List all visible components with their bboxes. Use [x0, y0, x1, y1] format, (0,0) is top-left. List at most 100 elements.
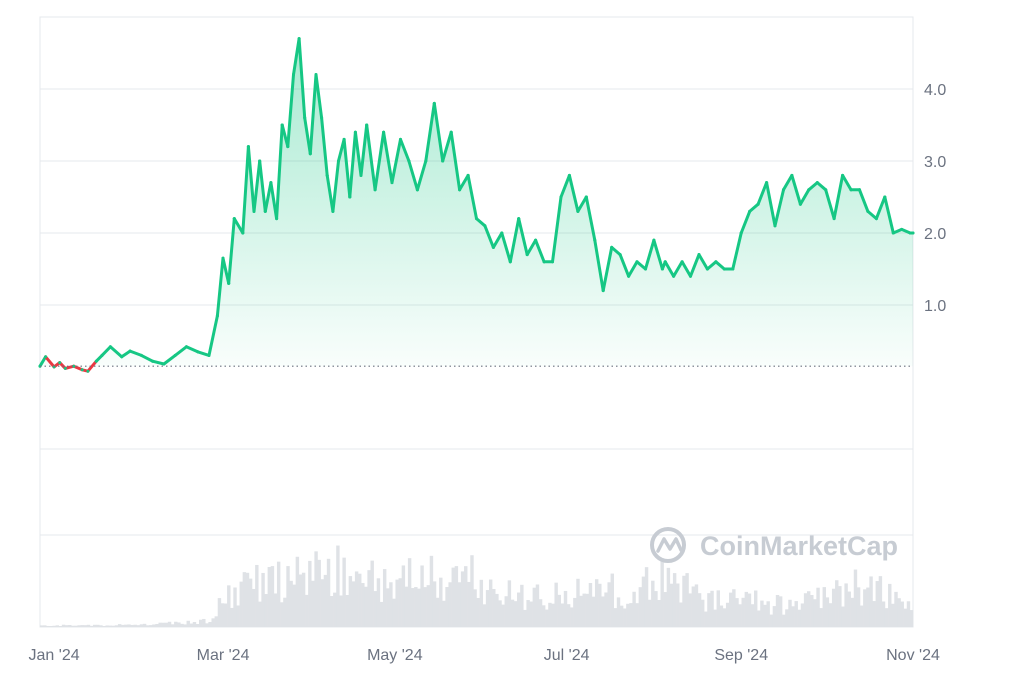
price-point [534, 238, 538, 242]
price-point [303, 116, 307, 120]
volume-bar [579, 595, 583, 627]
y-tick-label: 2.0 [924, 226, 946, 243]
price-area [40, 38, 913, 372]
price-point [874, 217, 878, 221]
price-point [424, 159, 428, 163]
volume-bar [822, 587, 826, 627]
volume-bar [644, 567, 649, 627]
price-point [86, 369, 90, 373]
volume-bar [903, 608, 908, 627]
price-point [883, 195, 887, 199]
volume-bar [220, 603, 225, 627]
volume-bar [77, 625, 81, 627]
volume-bar [276, 561, 281, 627]
volume-bar [146, 625, 150, 627]
volume-bar [457, 582, 462, 627]
volume-bar [713, 609, 717, 627]
volume-bar [71, 625, 75, 627]
volume-bar [725, 602, 730, 627]
price-point [72, 364, 76, 368]
x-axis: Jan '24 Mar '24 May '24 Jul '24 Sep '24 Nov '… [29, 647, 940, 664]
price-point [297, 37, 301, 41]
volume-bar [492, 588, 496, 627]
volume-bar [93, 624, 97, 627]
volume-bar [866, 587, 870, 627]
price-segment [162, 353, 177, 366]
price-segment [705, 260, 718, 271]
volume-bar [43, 625, 47, 627]
price-segment [286, 73, 295, 149]
price-segment [866, 209, 878, 221]
price-segment [874, 195, 887, 221]
volume-bar [167, 621, 172, 627]
price-segment [525, 238, 538, 257]
price-point [407, 159, 411, 163]
volume-bar [641, 576, 646, 627]
volume-bar [660, 558, 664, 627]
volume-bar [192, 622, 197, 627]
price-point [441, 159, 445, 163]
volume-bar [775, 595, 780, 627]
volume-bar [467, 581, 471, 627]
price-point [269, 181, 273, 185]
volume-bar [735, 598, 739, 627]
volume-bar [813, 599, 817, 627]
volume-bar [607, 582, 611, 627]
volume-bar [367, 570, 371, 627]
price-point [100, 353, 104, 357]
volume-bar [716, 590, 720, 627]
volume-bar [386, 588, 390, 627]
volume-bar [74, 625, 78, 627]
volume-bar [404, 586, 409, 627]
volume-bar [688, 593, 692, 627]
price-segment [815, 181, 828, 192]
volume-bar [333, 592, 337, 627]
volume-bar [853, 569, 858, 627]
price-point [911, 231, 915, 235]
volume-bar [227, 585, 231, 627]
volume-bar [647, 599, 652, 627]
volume-bar [420, 565, 424, 627]
volume-bar [604, 592, 608, 627]
volume-bar [891, 603, 895, 627]
price-segment [663, 260, 676, 278]
price-point [173, 353, 177, 357]
volume-bar [841, 606, 845, 627]
price-point [342, 137, 346, 141]
price-point [373, 188, 377, 192]
price-segment [196, 350, 211, 357]
y-tick-label: 3.0 [924, 154, 946, 171]
price-segment [475, 217, 487, 228]
volume-bar [619, 605, 624, 627]
price-segment [207, 314, 219, 357]
volume-bar [423, 587, 427, 627]
price-segment [407, 159, 419, 192]
volume-bar [139, 624, 144, 627]
volume-bar [529, 601, 533, 627]
volume-bars [40, 545, 914, 627]
volume-bar [545, 609, 549, 627]
price-point [739, 231, 743, 235]
price-point [697, 253, 701, 257]
volume-bar [594, 579, 599, 627]
price-point [365, 123, 369, 127]
price-point [390, 181, 394, 185]
price-point [94, 359, 98, 363]
price-segment [297, 37, 307, 120]
volume-bar [654, 591, 658, 627]
price-segment [610, 245, 622, 257]
price-segment [342, 137, 352, 199]
price-point [151, 359, 155, 363]
volume-bar [760, 600, 764, 627]
price-point [559, 195, 563, 199]
watermark-text: CoinMarketCap [700, 531, 898, 561]
volume-bar [828, 603, 833, 627]
price-point [652, 238, 656, 242]
volume-bar [501, 604, 505, 627]
volume-bar [451, 567, 455, 627]
volume-bar [392, 598, 396, 627]
volume-bar [205, 623, 209, 627]
volume-bar [389, 582, 393, 627]
price-point [252, 209, 256, 213]
volume-bar [273, 593, 278, 627]
